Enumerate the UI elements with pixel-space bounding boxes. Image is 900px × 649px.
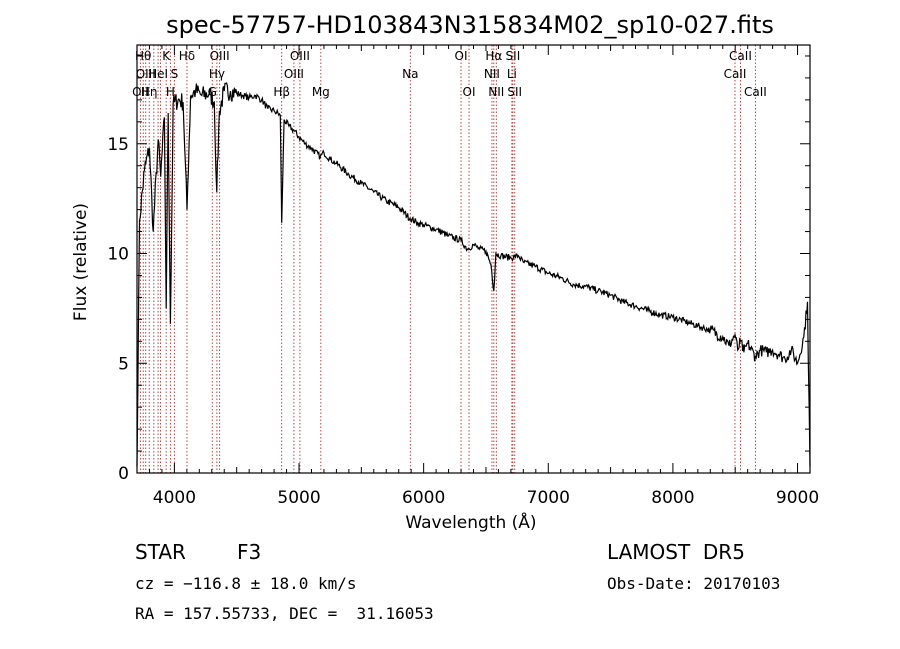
chart-title: spec-57757-HD103843N315834M02_sp10-027.f… bbox=[166, 11, 774, 39]
x-tick-label: 8000 bbox=[651, 488, 694, 508]
spectral-line-label: OIII bbox=[210, 49, 230, 63]
spectral-line-label: Mg bbox=[312, 85, 330, 99]
spectral-line-label: OI bbox=[455, 49, 468, 63]
spectral-line-label: OIII bbox=[290, 49, 310, 63]
x-tick-label: 7000 bbox=[527, 488, 570, 508]
spectral-line-label: Hθ bbox=[135, 49, 151, 63]
spectral-line-labels: OIIHθOIIIHηHeIKHSHδGHγOIIIHβOIIIOIIIMgNa… bbox=[132, 49, 767, 99]
x-tick-label: 5000 bbox=[277, 488, 320, 508]
y-axis-ticks: 0 5 10 15 bbox=[107, 55, 810, 484]
y-axis-label: Flux (relative) bbox=[71, 203, 91, 321]
x-tick-label: 4000 bbox=[153, 488, 196, 508]
spectral-line-label: K bbox=[162, 49, 171, 63]
spectral-line-label: Hβ bbox=[273, 85, 290, 99]
x-axis-label: Wavelength (Å) bbox=[405, 511, 536, 533]
spectral-line-label: SII bbox=[507, 85, 522, 99]
spectral-line-label: H bbox=[166, 85, 175, 99]
coordinates: RA = 157.55733, DEC = 31.16053 bbox=[135, 604, 434, 623]
spectral-line-label: NII bbox=[488, 85, 504, 99]
survey-name: LAMOST DR5 bbox=[607, 540, 745, 564]
spectral-line-label: CaII bbox=[744, 85, 767, 99]
spectral-line-label: OIII bbox=[284, 67, 304, 81]
y-tick-label: 0 bbox=[118, 464, 129, 484]
spectral-line-label: Hη bbox=[141, 85, 158, 99]
x-tick-label: 6000 bbox=[402, 488, 445, 508]
spectrum-series-line bbox=[136, 82, 811, 467]
x-axis-ticks: 4000 5000 6000 7000 8000 9000 bbox=[148, 45, 819, 508]
spectral-line-label: Li bbox=[507, 67, 517, 81]
x-tick-label: 9000 bbox=[776, 488, 819, 508]
spectral-line-label: HeI bbox=[148, 67, 168, 81]
plot-frame bbox=[136, 44, 811, 474]
spectral-line-label: Hδ bbox=[179, 49, 195, 63]
spectral-line-label: Hγ bbox=[209, 67, 225, 81]
spectral-line-label: S bbox=[171, 67, 179, 81]
y-tick-label: 15 bbox=[107, 135, 129, 155]
spectral-line-label: Hα bbox=[485, 49, 502, 63]
y-tick-label: 10 bbox=[107, 245, 129, 265]
spectral-line-label: CaII bbox=[724, 67, 747, 81]
y-tick-label: 5 bbox=[118, 354, 129, 374]
redshift-value: cz = −116.8 ± 18.0 km/s bbox=[135, 574, 357, 593]
spectral-line-label: CaII bbox=[729, 49, 752, 63]
spectral-line-label: OII bbox=[132, 85, 149, 99]
subclass: F3 bbox=[237, 540, 262, 564]
spectral-line-markers bbox=[139, 45, 756, 473]
spectral-line-label: SII bbox=[506, 49, 521, 63]
spectral-line-label: NII bbox=[484, 67, 500, 81]
spectral-line-label: Na bbox=[402, 67, 418, 81]
spectral-line-label: OI bbox=[463, 85, 476, 99]
object-class: STAR bbox=[135, 540, 186, 564]
obs-date: Obs-Date: 20170103 bbox=[607, 574, 781, 593]
